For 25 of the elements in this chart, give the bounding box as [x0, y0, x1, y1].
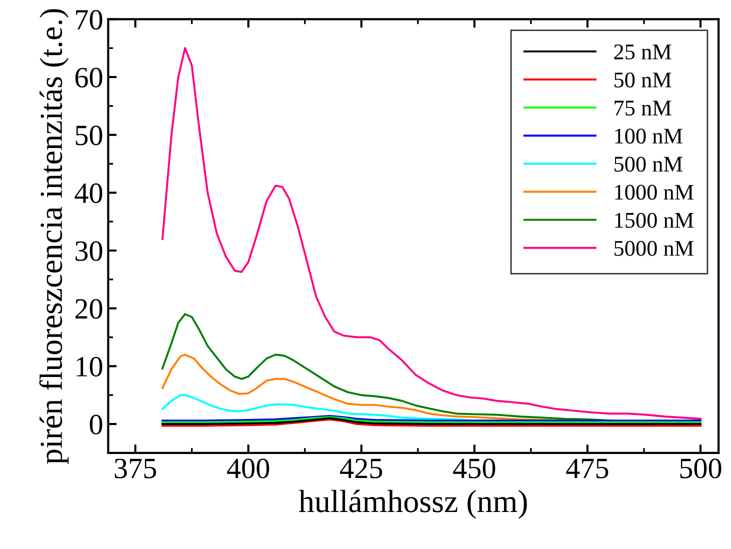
y-axis-title: pirén fluoreszcencia intenzitás (t.e.) — [39, 9, 69, 464]
x-tick-label: 375 — [114, 458, 156, 478]
legend-label: 50 nM — [614, 72, 672, 88]
x-tick-label: 450 — [453, 458, 496, 478]
x-tick-label: 475 — [566, 458, 608, 478]
y-tick-label: 20 — [75, 299, 102, 319]
legend-label: 500 nM — [614, 156, 682, 172]
x-tick-label: 400 — [227, 458, 270, 478]
legend-label: 75 nM — [614, 100, 672, 116]
y-tick-label: 30 — [76, 241, 102, 261]
y-tick-label: 50 — [76, 126, 102, 146]
y-tick-label: 40 — [74, 183, 102, 204]
legend-label: 1500 nM — [615, 212, 694, 228]
x-axis-title: hullámhossz (nm) — [298, 490, 527, 519]
x-tick-label: 425 — [340, 458, 382, 478]
line-series — [161, 418, 702, 427]
y-tick-label: 70 — [76, 10, 102, 30]
legend-label: 5000 nM — [614, 240, 694, 256]
y-tick-label: 0 — [90, 414, 102, 434]
y-tick-label: 60 — [75, 68, 102, 88]
legend-label: 1000 nM — [615, 184, 694, 200]
legend-label: 25 nM — [614, 44, 672, 60]
legend-label: 100 nM — [615, 128, 682, 144]
y-tick-label: 10 — [76, 356, 102, 377]
x-tick-label: 500 — [680, 458, 722, 478]
